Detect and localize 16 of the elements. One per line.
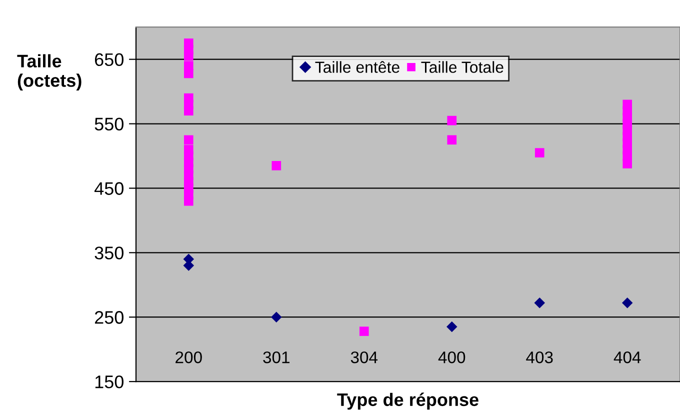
y-axis-title: Taille (octets)	[17, 54, 82, 90]
y-tick-label: 250	[94, 311, 124, 324]
x-tick-label: 400	[438, 351, 466, 364]
x-tick-label: 304	[350, 351, 378, 364]
y-tick-label: 650	[94, 53, 124, 66]
y-tick-label: 450	[94, 182, 124, 195]
x-tick-label: 200	[176, 351, 202, 364]
legend-label: Taille Totale	[421, 61, 504, 73]
y-tick-label: 350	[94, 246, 124, 260]
x-tick-label: 404	[614, 351, 641, 364]
x-axis-title: Type de réponse	[337, 392, 478, 410]
y-tick-label: 150	[95, 375, 124, 388]
x-tick-label: 403	[526, 351, 553, 364]
y-tick-label: 550	[94, 118, 124, 130]
x-tick-label: 301	[263, 351, 290, 364]
legend-label: Taille entête	[315, 61, 400, 73]
